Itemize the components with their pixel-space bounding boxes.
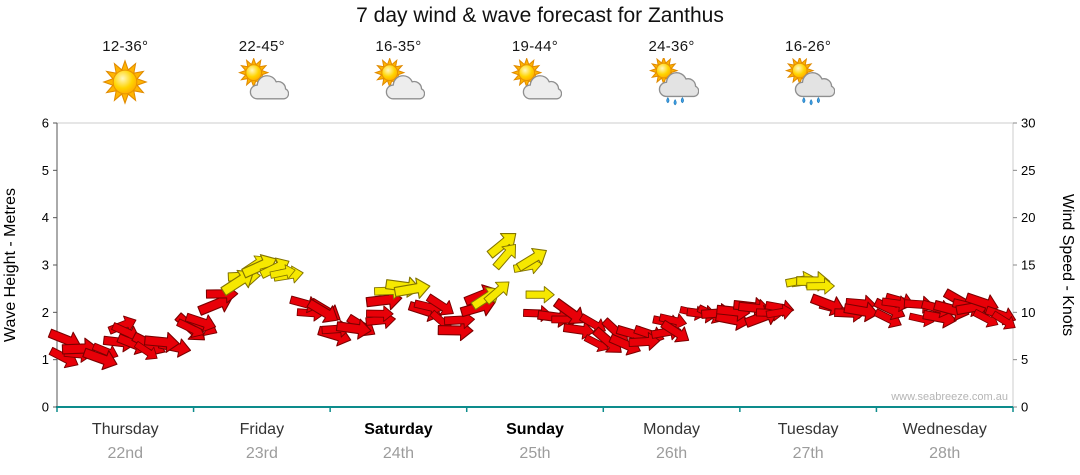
wind-arrow xyxy=(552,298,585,325)
left-tick-label: 0 xyxy=(42,400,49,415)
forecast-day-column: 22-45° xyxy=(207,38,317,106)
forecast-day-column: 16-35° xyxy=(343,38,453,106)
day-label: Sunday xyxy=(506,421,564,438)
wind-arrow xyxy=(660,319,690,343)
wind-arrow xyxy=(486,233,517,259)
left-tick-label: 2 xyxy=(42,305,49,320)
right-axis-title: Wind Speed - Knots xyxy=(1059,194,1076,336)
sun-cloud-icon xyxy=(480,56,590,106)
wind-arrow xyxy=(492,243,517,271)
day-label: Thursday xyxy=(92,421,159,438)
date-label: 24th xyxy=(383,445,414,462)
date-label: 27th xyxy=(793,445,824,462)
date-label: 25th xyxy=(519,445,550,462)
wind-arrow xyxy=(843,301,879,323)
right-tick-label: 25 xyxy=(1021,163,1035,178)
day-label: Wednesday xyxy=(903,421,987,438)
right-tick-label: 0 xyxy=(1021,400,1028,415)
date-label: 22nd xyxy=(107,445,143,462)
wind-arrow xyxy=(133,340,158,360)
date-label: 28th xyxy=(929,445,960,462)
date-label: 23rd xyxy=(246,445,278,462)
wind-arrow xyxy=(366,305,394,322)
temperature-range: 24-36° xyxy=(648,38,695,55)
right-tick-label: 30 xyxy=(1021,116,1035,131)
temperature-range: 16-26° xyxy=(785,38,832,55)
wind-arrow xyxy=(425,293,454,316)
wind-arrow xyxy=(525,286,555,304)
wind-arrow xyxy=(335,318,372,340)
forecast-day-column: 24-36° xyxy=(617,38,727,106)
forecast-day-column: 12-36° xyxy=(70,38,180,106)
wind-arrow xyxy=(806,277,835,295)
temperature-range: 19-44° xyxy=(511,38,559,55)
left-axis-title: Wave Height - Metres xyxy=(2,188,19,342)
wind-arrow xyxy=(515,247,547,272)
sun-cloud-icon xyxy=(207,56,317,106)
right-tick-label: 10 xyxy=(1021,305,1035,320)
wind-arrow xyxy=(306,298,339,323)
wind-arrow xyxy=(881,295,910,313)
watermark: www.seabreeze.com.au xyxy=(890,391,1008,403)
right-tick-label: 20 xyxy=(1021,210,1035,225)
wind-arrow xyxy=(184,312,217,333)
date-label: 26th xyxy=(656,445,687,462)
right-tick-label: 15 xyxy=(1021,258,1035,273)
sun-cloud-rain-icon xyxy=(617,55,727,106)
left-tick-label: 5 xyxy=(42,163,49,178)
sun-icon xyxy=(70,58,180,106)
day-label: Saturday xyxy=(364,421,433,438)
day-label: Friday xyxy=(240,421,284,438)
temperature-range: 12-36° xyxy=(102,38,149,55)
temperature-range: 22-45° xyxy=(238,38,285,55)
wind-arrow xyxy=(269,264,296,280)
left-tick-label: 6 xyxy=(42,116,49,131)
right-tick-label: 5 xyxy=(1021,352,1028,367)
left-tick-label: 4 xyxy=(42,210,49,225)
temperature-range: 16-35° xyxy=(375,38,422,55)
sun-cloud-rain-icon xyxy=(753,55,863,106)
wind-arrow xyxy=(82,347,118,371)
wind-arrow xyxy=(393,277,431,299)
wind-arrow xyxy=(483,281,510,305)
wind-arrow xyxy=(658,313,687,330)
wind-arrow xyxy=(765,303,794,320)
forecast-day-column: 16-26° xyxy=(753,38,863,106)
wind-arrow xyxy=(991,310,1016,330)
day-label: Monday xyxy=(643,421,700,438)
sun-cloud-icon xyxy=(343,56,453,106)
day-label: Tuesday xyxy=(778,421,839,438)
wind-arrow xyxy=(143,331,180,353)
left-tick-label: 1 xyxy=(42,352,49,367)
page-title: 7 day wind & wave forecast for Zanthus xyxy=(356,4,724,27)
forecast-day-column: 19-44° xyxy=(480,38,590,106)
left-tick-label: 3 xyxy=(42,258,49,273)
